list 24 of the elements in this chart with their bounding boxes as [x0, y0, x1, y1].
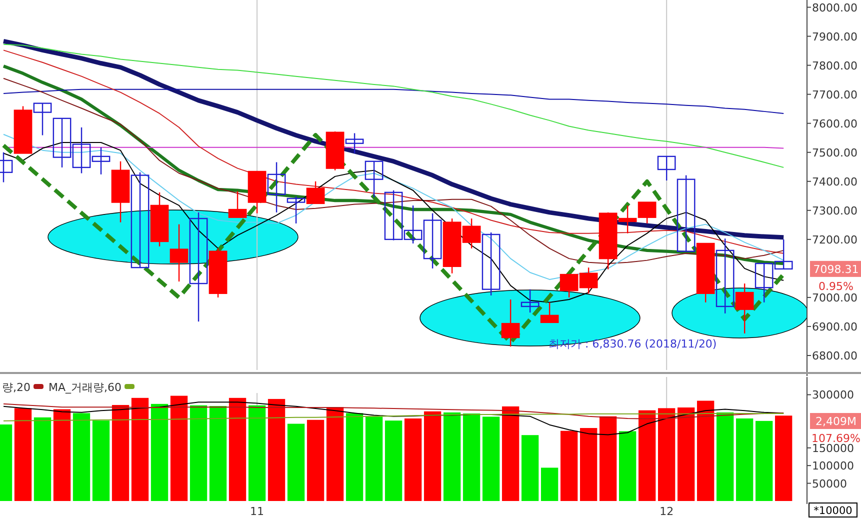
y-tick-label: 7000.00: [812, 291, 858, 304]
y-tick-label: 6800.00: [812, 349, 858, 362]
legend-label: 량,20: [2, 381, 30, 394]
y-tick-label: 7700.00: [812, 88, 858, 102]
y-tick-label: 7800.00: [812, 59, 858, 72]
y-tick-label: 7400.00: [812, 175, 858, 188]
y-tick-label: 50000: [812, 477, 847, 490]
x-tick-label: 11: [250, 505, 264, 518]
legend-label: MA_거래량,60: [48, 381, 122, 394]
y-tick-label: 300000: [812, 388, 854, 402]
text: 7098.31: [813, 262, 859, 276]
annotation: 최저가 : 6,830.76 (2018/11/20): [548, 338, 717, 351]
y-tick-label: 100000: [812, 460, 854, 473]
y-tick-label: 6900.00: [812, 320, 858, 334]
y-tick-label: 7500.00: [812, 146, 858, 160]
y-tick-label: 7900.00: [812, 30, 858, 44]
y-tick-label: 8000.00: [812, 1, 858, 14]
x-tick-label: 12: [660, 505, 674, 518]
y-tick-label: 7200.00: [812, 233, 858, 246]
text: *10000: [814, 505, 852, 517]
text: 2,409M: [816, 415, 856, 428]
y-tick-label: 7300.00: [812, 204, 858, 218]
y-tick-label: 7600.00: [812, 117, 858, 130]
text: 0.95%: [818, 280, 854, 293]
